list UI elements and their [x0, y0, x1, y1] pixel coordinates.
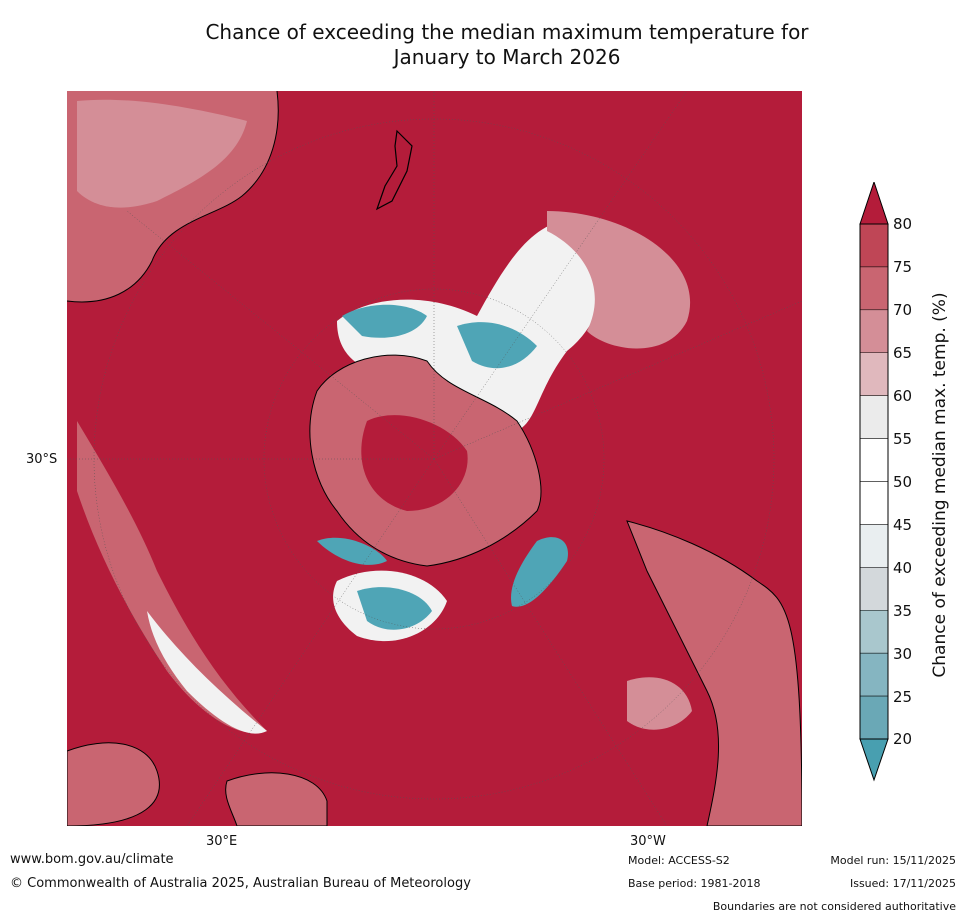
footer-site: www.bom.gov.au/climate: [10, 852, 174, 867]
colorbar-tick-55: 55: [893, 430, 913, 448]
colorbar-tick-65: 65: [893, 344, 913, 362]
warm-light-lower-right: [627, 677, 692, 730]
colorbar-tick-60: 60: [893, 387, 913, 405]
colorbar-segment: [859, 610, 889, 654]
warm-patch-upper-left: [77, 99, 247, 208]
island-top-center: [375, 129, 413, 211]
footer-model-run: Model run: 15/11/2025: [830, 854, 956, 867]
colorbar-segment: [859, 352, 889, 396]
colorbar-tick-30: 30: [893, 645, 913, 663]
colorbar-tick-45: 45: [893, 516, 913, 534]
colorbar-tick-50: 50: [893, 473, 913, 491]
colorbar-tick-70: 70: [893, 301, 913, 319]
footer-copyright: © Commonwealth of Australia 2025, Austra…: [10, 876, 471, 891]
colorbar-top-arrow: [859, 182, 889, 225]
warm-light-upper-right: [547, 211, 691, 349]
colorbar-segment: [859, 395, 889, 439]
colorbar-segment: [859, 652, 889, 697]
lon-label-30w: 30°W: [630, 834, 666, 849]
lat-label-30s: 30°S: [26, 452, 58, 467]
colorbar-tick-80: 80: [893, 215, 913, 233]
cool-region-lower: [357, 587, 432, 630]
colorbar-segment: [859, 309, 889, 354]
footer-base-period: Base period: 1981-2018: [628, 877, 761, 890]
footer-model: Model: ACCESS-S2: [628, 854, 730, 867]
cool-region-lower-left: [317, 537, 387, 565]
lon-label-30e: 30°E: [206, 834, 238, 849]
colorbar: [859, 182, 889, 782]
neutral-streak-left: [147, 611, 267, 734]
colorbar-tick-35: 35: [893, 602, 913, 620]
colorbar-segment: [859, 524, 889, 568]
colorbar-bottom-arrow: [859, 738, 889, 782]
colorbar-tick-40: 40: [893, 559, 913, 577]
landmass-bottom-center: [225, 772, 328, 826]
colorbar-tick-25: 25: [893, 688, 913, 706]
footer-issued: Issued: 17/11/2025: [849, 877, 956, 890]
cool-region-upper-right: [457, 322, 537, 369]
chart-title: Chance of exceeding the median maximum t…: [0, 20, 965, 70]
colorbar-tick-75: 75: [893, 258, 913, 276]
colorbar-segment: [859, 266, 889, 311]
cool-region-upper-left: [342, 304, 427, 338]
colorbar-segment: [859, 481, 889, 525]
graticule: [67, 91, 802, 826]
colorbar-segments: [859, 223, 889, 740]
landmass-lower-right: [626, 520, 802, 826]
colorbar-tick-20: 20: [893, 730, 913, 748]
colorbar-segment: [859, 567, 889, 611]
colorbar-segment: [859, 695, 889, 740]
title-line-1: Chance of exceeding the median maximum t…: [205, 20, 809, 44]
colorbar-segment: [859, 223, 889, 268]
colorbar-segment: [859, 438, 889, 482]
forecast-map: [67, 91, 802, 826]
landmass-lower-left: [67, 742, 160, 826]
colorbar-label: Chance of exceeding median max. temp. (%…: [930, 292, 950, 678]
title-line-2: January to March 2026: [393, 45, 621, 69]
central-warm-core: [361, 415, 468, 511]
coastline-upper-left: [67, 91, 279, 303]
footer-disclaimer: Boundaries are not considered authoritat…: [712, 900, 956, 913]
cool-region-right-arm: [511, 537, 568, 607]
